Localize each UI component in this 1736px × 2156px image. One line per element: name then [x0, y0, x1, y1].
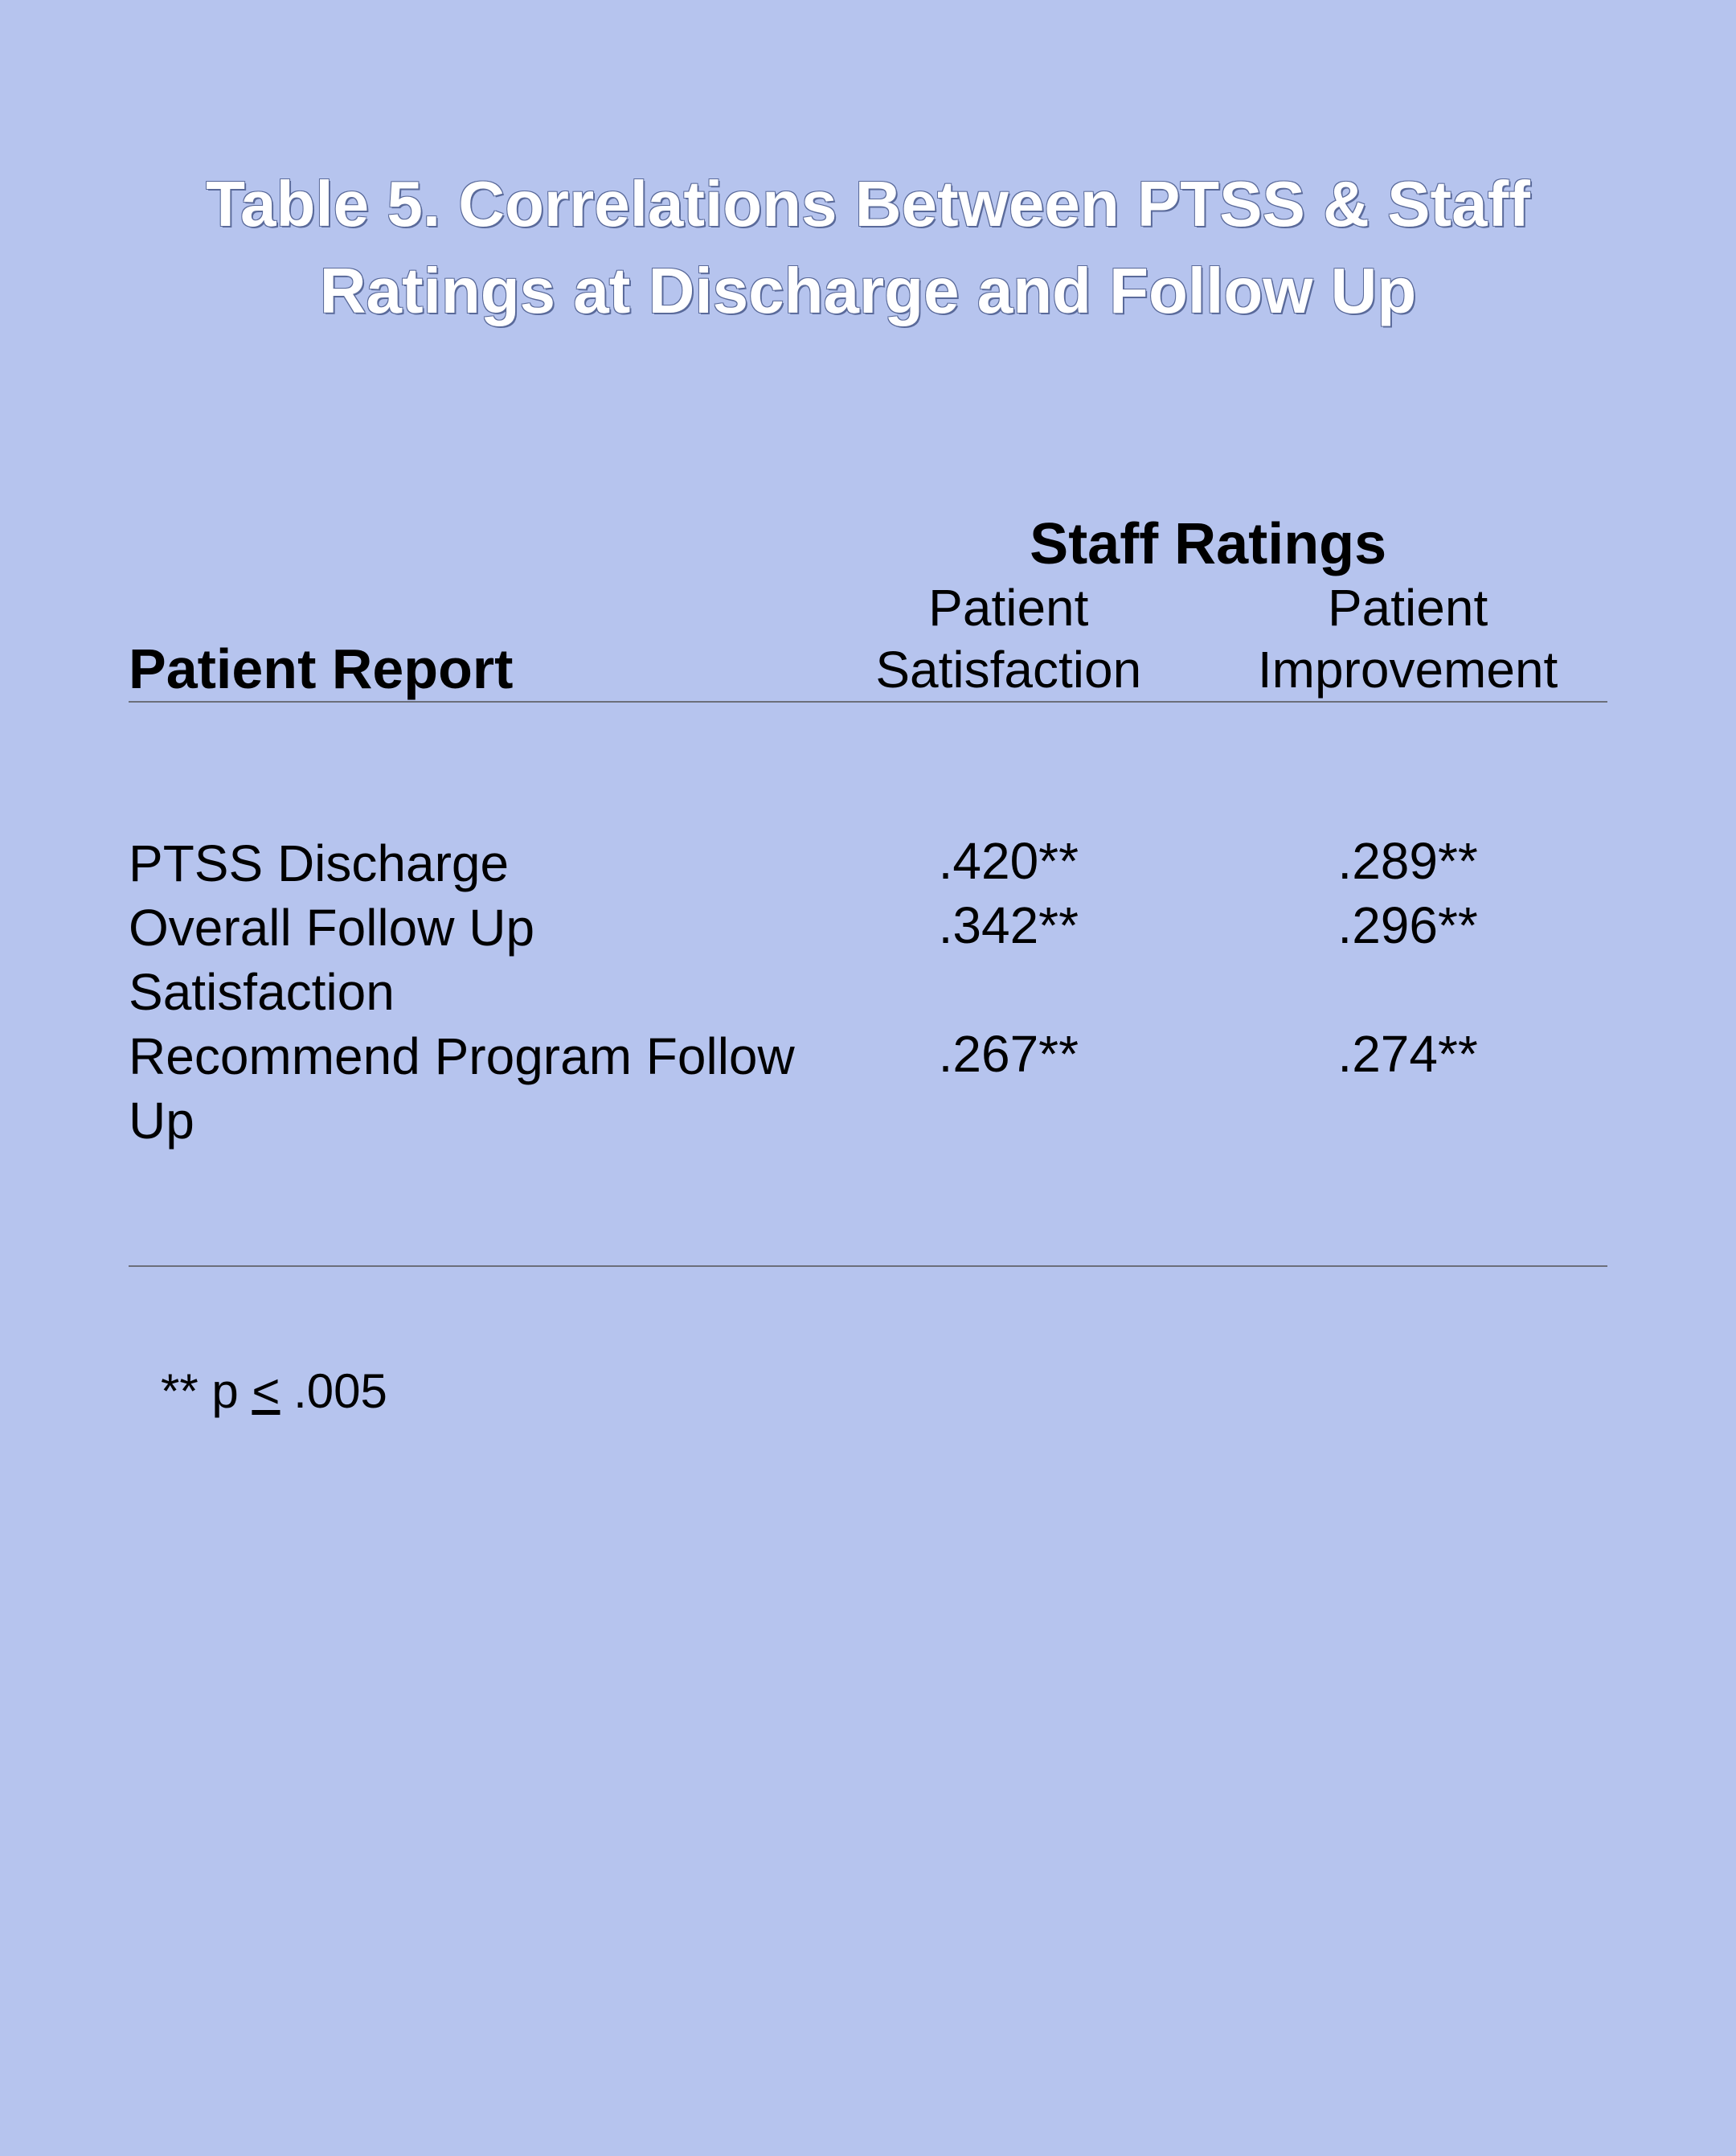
significance-footnote: ** p < .005 — [129, 1363, 1607, 1419]
row-label: Recommend Program Follow Up — [129, 1024, 809, 1265]
cell-value: .289** — [1208, 702, 1607, 896]
empty-cell — [129, 511, 809, 577]
table-header-row: Patient Report Patient Satisfaction Pati… — [129, 577, 1607, 701]
cell-value: .274** — [1208, 1024, 1607, 1265]
table-title: Table 5. Correlations Between PTSS & Sta… — [129, 161, 1607, 334]
column-header-improvement: Patient Improvement — [1208, 577, 1607, 701]
row-label: PTSS Discharge — [129, 702, 809, 896]
cell-value: .267** — [809, 1024, 1208, 1265]
footnote-prefix: ** p — [161, 1364, 252, 1418]
table-super-header-row: Staff Ratings — [129, 511, 1607, 577]
cell-value: .296** — [1208, 896, 1607, 1024]
table-row: Overall Follow Up Satisfaction .342** .2… — [129, 896, 1607, 1024]
patient-report-header: Patient Report — [129, 577, 809, 701]
footnote-operator: < — [252, 1364, 280, 1418]
row-label: Overall Follow Up Satisfaction — [129, 896, 809, 1024]
correlation-table: Staff Ratings Patient Report Patient Sat… — [129, 511, 1607, 1267]
footer-rule — [129, 1265, 1607, 1266]
slide: Table 5. Correlations Between PTSS & Sta… — [0, 0, 1736, 2156]
staff-ratings-header: Staff Ratings — [809, 511, 1607, 577]
table-row: Recommend Program Follow Up .267** .274*… — [129, 1024, 1607, 1265]
cell-value: .342** — [809, 896, 1208, 1024]
table-row: PTSS Discharge .420** .289** — [129, 702, 1607, 896]
footnote-suffix: .005 — [280, 1364, 387, 1418]
column-header-satisfaction: Patient Satisfaction — [809, 577, 1208, 701]
cell-value: .420** — [809, 702, 1208, 896]
